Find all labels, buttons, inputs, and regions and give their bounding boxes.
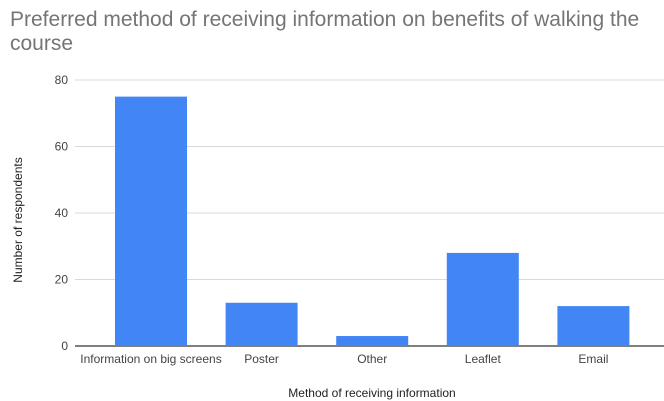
y-tick-label: 60 <box>55 140 69 154</box>
bar <box>225 302 298 346</box>
x-tick-label: Poster <box>244 352 279 366</box>
bars <box>115 96 630 346</box>
y-tick-label: 80 <box>55 73 69 87</box>
y-tick-label: 0 <box>61 339 68 353</box>
bar <box>446 252 519 346</box>
x-tick-label: Information on big screens <box>80 352 221 366</box>
x-tick-label: Other <box>357 352 387 366</box>
bar <box>336 336 409 346</box>
y-axis-ticks: 0 20 40 60 80 <box>55 73 69 353</box>
y-tick-label: 20 <box>55 273 69 287</box>
y-axis-title: Number of respondents <box>11 157 25 282</box>
x-axis-ticks: Information on big screens Poster Other Lea… <box>80 352 608 366</box>
x-tick-label: Leaflet <box>465 352 502 366</box>
bar <box>115 96 187 346</box>
bar <box>557 306 630 346</box>
chart-title: Preferred method of receiving informatio… <box>10 8 640 55</box>
x-axis-title: Method of receiving information <box>288 386 455 400</box>
x-tick-label: Email <box>578 352 608 366</box>
y-tick-label: 40 <box>55 206 69 220</box>
